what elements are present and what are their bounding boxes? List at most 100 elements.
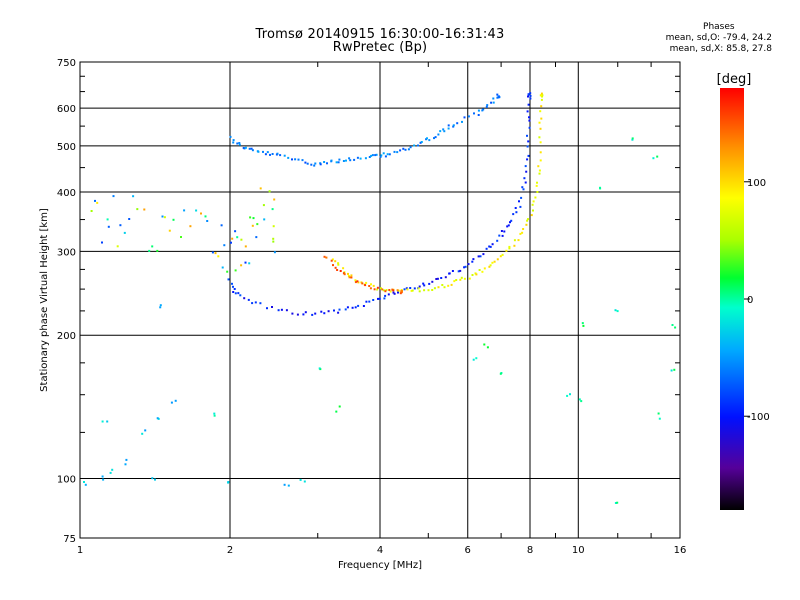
data-point xyxy=(631,137,634,140)
data-point xyxy=(397,291,399,294)
data-point xyxy=(434,136,437,139)
data-point xyxy=(499,372,502,375)
data-point xyxy=(350,276,353,279)
data-point xyxy=(385,289,388,291)
data-point xyxy=(528,126,531,129)
data-point xyxy=(656,155,659,158)
data-point xyxy=(479,255,482,258)
data-point xyxy=(387,293,390,296)
data-point xyxy=(238,143,241,146)
data-point xyxy=(527,154,530,157)
data-point xyxy=(279,154,282,157)
data-point xyxy=(273,198,276,201)
data-point xyxy=(351,306,354,309)
x-tick-label: 10 xyxy=(572,545,585,556)
data-point xyxy=(500,230,503,232)
data-point xyxy=(536,181,538,184)
data-point xyxy=(417,144,419,147)
data-point xyxy=(535,184,538,187)
data-point xyxy=(357,304,360,307)
data-point xyxy=(271,306,273,308)
series-spread-f-cluster xyxy=(90,187,276,273)
data-point xyxy=(306,162,309,165)
data-point xyxy=(518,200,520,203)
data-point xyxy=(382,289,385,292)
data-point xyxy=(409,146,412,149)
series-x-mode-low-segment xyxy=(323,255,403,295)
series-x-mode-trace xyxy=(331,92,544,293)
data-point xyxy=(496,93,499,96)
data-point xyxy=(475,357,478,360)
data-point xyxy=(498,95,500,98)
data-point xyxy=(271,153,274,155)
data-point xyxy=(323,255,326,258)
data-point xyxy=(294,158,297,161)
data-point xyxy=(520,196,523,199)
data-point xyxy=(410,289,413,292)
data-point xyxy=(486,104,489,107)
data-point xyxy=(234,269,237,272)
data-point xyxy=(303,480,306,483)
data-point xyxy=(510,219,513,222)
data-point xyxy=(266,151,269,154)
data-point xyxy=(320,310,323,313)
data-point xyxy=(566,394,569,397)
data-point xyxy=(392,291,395,294)
data-point xyxy=(297,158,300,161)
data-point xyxy=(413,287,416,290)
data-point xyxy=(460,276,463,279)
data-point xyxy=(450,283,453,286)
data-point xyxy=(304,311,307,314)
data-point xyxy=(151,245,154,248)
x-tick-label: 1 xyxy=(77,545,83,556)
colorbar-unit: [deg] xyxy=(717,72,752,87)
data-point xyxy=(538,136,541,139)
data-point xyxy=(532,209,534,212)
data-point xyxy=(334,266,337,269)
data-point xyxy=(442,128,445,131)
data-point xyxy=(180,236,182,238)
data-point xyxy=(319,162,322,165)
data-point xyxy=(407,148,410,151)
data-point xyxy=(467,115,470,118)
data-point xyxy=(272,237,275,240)
colorbar-tick-label: 0 xyxy=(747,295,753,306)
data-point xyxy=(388,289,391,291)
data-point xyxy=(673,368,676,371)
data-point xyxy=(248,262,251,265)
data-point xyxy=(353,158,356,161)
x-tick-label: 4 xyxy=(377,545,383,556)
data-point xyxy=(499,255,502,258)
data-point xyxy=(529,94,532,97)
data-point xyxy=(467,263,470,266)
data-point xyxy=(377,297,379,300)
x-tick-label: 2 xyxy=(227,545,233,556)
data-point xyxy=(378,297,381,300)
data-point xyxy=(519,232,522,235)
data-point xyxy=(493,260,496,263)
data-point xyxy=(337,263,340,266)
data-point xyxy=(671,324,674,326)
data-point xyxy=(262,150,264,153)
data-point xyxy=(501,253,504,256)
data-point xyxy=(427,289,430,292)
data-point xyxy=(240,264,243,267)
data-point xyxy=(522,188,525,191)
data-point xyxy=(529,92,532,95)
data-point xyxy=(527,218,529,221)
data-point xyxy=(422,282,425,285)
data-point xyxy=(112,195,115,198)
data-point xyxy=(259,302,262,305)
data-point xyxy=(84,483,87,486)
data-point xyxy=(236,142,239,145)
data-point xyxy=(447,124,450,127)
data-point xyxy=(310,163,313,166)
data-point xyxy=(368,156,371,158)
data-point xyxy=(420,141,423,143)
data-point xyxy=(471,274,474,276)
data-point xyxy=(506,225,509,228)
data-point xyxy=(347,275,350,277)
data-point xyxy=(323,312,326,315)
data-point xyxy=(272,240,275,243)
data-point xyxy=(508,247,511,250)
